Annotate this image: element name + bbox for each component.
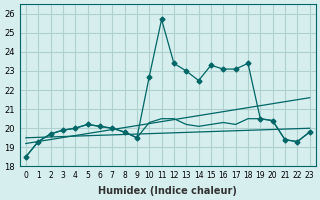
X-axis label: Humidex (Indice chaleur): Humidex (Indice chaleur) (98, 186, 237, 196)
